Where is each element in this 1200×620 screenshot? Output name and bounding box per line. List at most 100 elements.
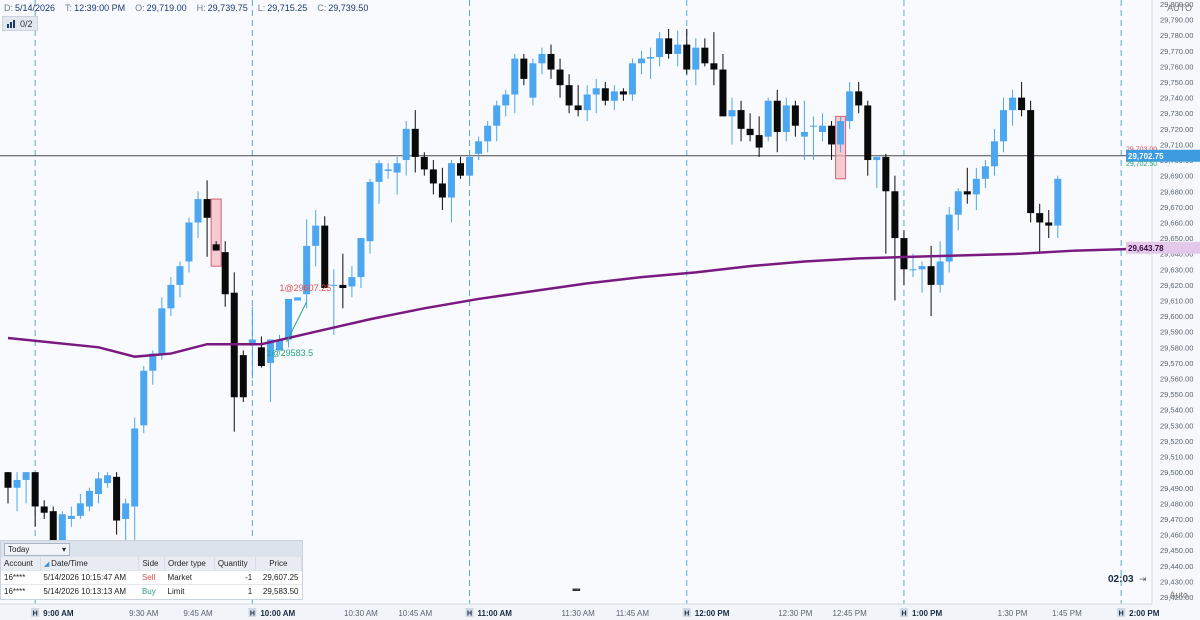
col-price[interactable]: Price xyxy=(255,557,303,571)
candle-down[interactable] xyxy=(828,125,836,145)
candle-up[interactable] xyxy=(1000,110,1007,142)
candle-down[interactable] xyxy=(855,91,863,106)
candle-up[interactable] xyxy=(484,125,492,142)
candle-down[interactable] xyxy=(737,110,745,129)
candle-up[interactable] xyxy=(1009,97,1017,111)
candle-down[interactable] xyxy=(791,105,799,126)
candle-up[interactable] xyxy=(764,100,772,137)
candle-up[interactable] xyxy=(674,44,682,54)
candle-down[interactable] xyxy=(719,69,727,117)
candle-down[interactable] xyxy=(257,347,265,367)
candle-up[interactable] xyxy=(357,238,365,278)
price-axis[interactable] xyxy=(1152,0,1200,620)
candle-up[interactable] xyxy=(104,475,112,484)
candle-up[interactable] xyxy=(402,128,410,161)
col-order-type[interactable]: Order type xyxy=(164,557,215,571)
scroll-to-end-icon[interactable]: ⇥ xyxy=(1139,574,1147,584)
candle-down[interactable] xyxy=(438,183,446,198)
candle-up[interactable] xyxy=(638,58,645,64)
candle-up[interactable] xyxy=(95,478,102,495)
candle-down[interactable] xyxy=(411,128,419,157)
date-filter-select[interactable]: Today ▾ xyxy=(4,542,70,556)
candle-up[interactable] xyxy=(375,163,383,182)
candle-up[interactable] xyxy=(656,38,664,58)
candle-up[interactable] xyxy=(393,163,401,173)
candle-up[interactable] xyxy=(628,63,636,95)
candle-down[interactable] xyxy=(1036,213,1044,223)
candle-up[interactable] xyxy=(493,105,501,126)
candle-up[interactable] xyxy=(610,91,618,101)
candle-down[interactable] xyxy=(963,191,971,195)
candle-down[interactable] xyxy=(429,169,437,184)
candle-up[interactable] xyxy=(728,110,736,117)
candle-down[interactable] xyxy=(212,244,220,251)
candle-down[interactable] xyxy=(1018,97,1026,111)
candle-down[interactable] xyxy=(565,85,573,106)
candle-down[interactable] xyxy=(457,163,464,176)
candle-up[interactable] xyxy=(466,156,474,176)
candle-down[interactable] xyxy=(683,44,691,70)
candle-up[interactable] xyxy=(846,91,854,122)
candle-down[interactable] xyxy=(556,69,564,86)
candle-up[interactable] xyxy=(348,277,356,287)
candle-down[interactable] xyxy=(4,472,12,488)
candle-up[interactable] xyxy=(583,94,591,111)
candle-up[interactable] xyxy=(276,339,283,351)
candle-up[interactable] xyxy=(475,141,483,154)
candle-up[interactable] xyxy=(158,308,166,354)
order-row[interactable]: 16**** 5/14/2026 10:13:13 AM Buy Limit 1… xyxy=(1,584,302,598)
candle-down[interactable] xyxy=(113,476,121,521)
candle-up[interactable] xyxy=(149,353,157,371)
candle-up[interactable] xyxy=(303,245,311,295)
candle-up[interactable] xyxy=(837,121,845,145)
candle-down[interactable] xyxy=(601,88,609,101)
auto-scale-bottom-button[interactable]: Auto xyxy=(1169,590,1188,600)
candle-down[interactable] xyxy=(746,128,754,136)
candle-down[interactable] xyxy=(239,355,247,398)
candle-up[interactable] xyxy=(185,222,193,262)
candle-down[interactable] xyxy=(40,506,48,513)
candle-up[interactable] xyxy=(782,105,790,132)
candle-up[interactable] xyxy=(330,284,338,286)
candle-up[interactable] xyxy=(809,125,817,127)
candle-up[interactable] xyxy=(647,57,655,59)
candle-down[interactable] xyxy=(755,135,763,148)
candle-up[interactable] xyxy=(312,225,320,246)
candle-down[interactable] xyxy=(891,191,899,239)
candle-down[interactable] xyxy=(31,472,39,507)
candle-down[interactable] xyxy=(665,38,673,54)
candle-up[interactable] xyxy=(67,515,75,519)
candle-up[interactable] xyxy=(502,94,510,106)
candle-up[interactable] xyxy=(167,284,175,309)
candle-down[interactable] xyxy=(520,58,528,79)
candle-down[interactable] xyxy=(710,63,718,70)
candle-up[interactable] xyxy=(538,53,546,64)
candle-down[interactable] xyxy=(574,105,582,111)
col-datetime[interactable]: ◢ Date/Time xyxy=(40,557,140,571)
candle-up[interactable] xyxy=(873,156,881,161)
candle-up[interactable] xyxy=(131,428,139,507)
candle-down[interactable] xyxy=(1027,110,1035,214)
candle-up[interactable] xyxy=(384,169,392,171)
candle-up[interactable] xyxy=(140,370,148,426)
candle-down[interactable] xyxy=(1045,222,1053,226)
candle-down[interactable] xyxy=(203,199,211,218)
candle-up[interactable] xyxy=(692,47,700,70)
candle-up[interactable] xyxy=(909,269,917,271)
candle-up[interactable] xyxy=(194,199,202,223)
col-account[interactable]: Account xyxy=(1,557,41,571)
candle-up[interactable] xyxy=(529,63,537,98)
candle-down[interactable] xyxy=(321,225,329,289)
candle-up[interactable] xyxy=(58,514,66,543)
panel-resize-handle[interactable]: ▪▪▪ xyxy=(572,585,581,596)
candle-up[interactable] xyxy=(22,472,30,480)
candle-up[interactable] xyxy=(366,181,374,242)
candle-up[interactable] xyxy=(266,339,274,363)
candle-up[interactable] xyxy=(248,339,256,345)
candle-up[interactable] xyxy=(447,163,455,198)
candle-up[interactable] xyxy=(592,88,600,95)
candle-down[interactable] xyxy=(221,252,229,295)
candle-up[interactable] xyxy=(176,266,184,285)
position-toggle-button[interactable]: 0/2 xyxy=(2,16,38,31)
candle-down[interactable] xyxy=(701,47,709,64)
